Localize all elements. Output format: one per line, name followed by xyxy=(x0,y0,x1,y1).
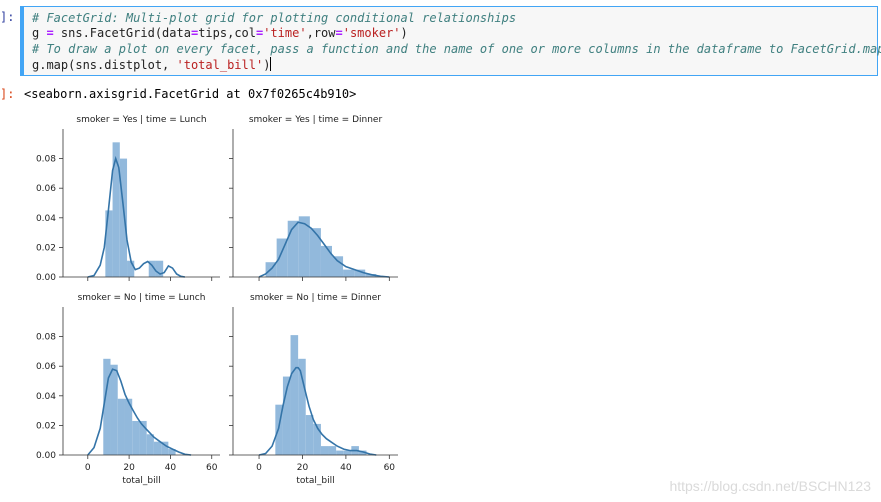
histogram-bar xyxy=(287,220,299,277)
facet-panel: smoker = No | time = Lunch 0.00 0.02 0.04 0.… xyxy=(36,293,220,486)
code-comment: # FacetGrid: Multi-plot grid for plottin… xyxy=(32,11,517,25)
kde-curve xyxy=(87,155,186,278)
facet-panel: smoker = Yes | time = Lunch 0.00 0.02 0.04 0… xyxy=(36,115,220,283)
histogram-bar xyxy=(358,450,367,455)
histogram-bar xyxy=(124,398,133,455)
x-tick-label: 60 xyxy=(384,463,396,473)
facet-grid-figure: smoker = Yes | time = Lunch 0.00 0.02 0.04 0… xyxy=(36,115,398,486)
histogram-bar xyxy=(354,269,366,277)
histogram-bar xyxy=(343,269,355,277)
code-string: 'smoker' xyxy=(342,26,401,41)
output-prompt: ]: xyxy=(0,87,15,101)
y-tick-label: 0.00 xyxy=(36,273,56,283)
facet-panel: smoker = Yes | time = Dinner xyxy=(229,115,398,281)
histogram-bar xyxy=(328,446,337,455)
code-operator: = xyxy=(46,26,54,41)
code-operator: = xyxy=(335,26,343,41)
histogram-bar xyxy=(139,420,147,455)
histogram-bar xyxy=(343,450,352,455)
histogram-bar xyxy=(146,434,154,455)
histogram-bar xyxy=(148,260,156,277)
histogram-bar xyxy=(132,420,140,455)
y-tick-label: 0.02 xyxy=(36,421,56,431)
histogram-bar xyxy=(298,216,310,277)
x-tick-label: 20 xyxy=(123,463,135,473)
histogram-bar xyxy=(290,335,299,455)
code-token: tips,col xyxy=(198,26,256,41)
histogram-bar xyxy=(153,441,162,455)
kde-curve xyxy=(258,221,390,278)
histogram-bar xyxy=(155,260,164,277)
x-tick-label: 40 xyxy=(340,463,352,473)
code-token: ) xyxy=(400,26,408,41)
histogram-bar xyxy=(313,423,321,455)
facet-title: smoker = Yes | time = Dinner xyxy=(249,115,383,125)
histogram-bar xyxy=(336,450,344,455)
histogram-bar xyxy=(103,358,111,455)
x-axis-label: total_bill xyxy=(296,476,334,486)
code-token: ) xyxy=(263,57,271,72)
histogram-bar xyxy=(305,415,314,455)
x-tick-label: 0 xyxy=(256,463,262,473)
histogram-bar xyxy=(276,238,288,277)
facet-title: smoker = Yes | time = Lunch xyxy=(76,115,206,125)
histogram-bar xyxy=(112,142,120,277)
kde-curve xyxy=(87,368,192,456)
histogram-bar xyxy=(275,404,283,455)
y-tick-label: 0.06 xyxy=(36,184,56,194)
histogram-bar xyxy=(332,256,344,277)
histogram-bar xyxy=(168,449,176,455)
code-string: 'time' xyxy=(263,26,307,41)
y-tick-label: 0.06 xyxy=(36,362,56,372)
histogram-bar xyxy=(365,274,377,277)
facet-title: smoker = No | time = Dinner xyxy=(250,293,381,303)
x-tick-label: 60 xyxy=(206,463,218,473)
code-token: g.map(sns.distplot, xyxy=(32,57,177,72)
x-tick-label: 20 xyxy=(297,463,309,473)
input-prompt: ]: xyxy=(0,10,15,24)
y-tick-label: 0.04 xyxy=(36,392,56,402)
text-cursor xyxy=(270,56,272,71)
y-tick-label: 0.08 xyxy=(36,333,56,343)
histogram-bar xyxy=(309,228,321,277)
code-editor[interactable]: # FacetGrid: Multi-plot grid for plottin… xyxy=(32,11,881,73)
y-tick-label: 0.04 xyxy=(36,214,56,224)
code-token: g xyxy=(32,26,47,41)
histogram-bar xyxy=(320,446,329,455)
histogram-bar xyxy=(117,398,125,455)
y-tick-label: 0.02 xyxy=(36,243,56,253)
histogram-bar xyxy=(105,210,113,277)
y-tick-label: 0.08 xyxy=(36,155,56,165)
facet-panel: smoker = No | time = Dinner 0 20 40 60 total_… xyxy=(229,293,398,486)
code-cell[interactable]: # FacetGrid: Multi-plot grid for plottin… xyxy=(20,6,881,76)
kde-curve xyxy=(258,366,377,456)
y-tick-label: 0.00 xyxy=(36,451,56,461)
watermark: https://blog.csdn.net/BSCHN123 xyxy=(669,478,871,494)
histogram-bar xyxy=(320,245,332,277)
histogram-bar xyxy=(298,358,306,455)
code-operator: = xyxy=(190,26,199,41)
x-tick-label: 40 xyxy=(165,463,177,473)
facet-title: smoker = No | time = Lunch xyxy=(78,293,206,303)
code-operator: = xyxy=(256,26,264,41)
histogram-bar xyxy=(127,260,135,277)
histogram-bar xyxy=(282,376,291,455)
histogram-bar xyxy=(161,441,169,455)
code-string: 'total_bill' xyxy=(176,57,264,72)
histogram-bar xyxy=(110,364,118,455)
x-axis-label: total_bill xyxy=(122,476,160,486)
code-token: ,row xyxy=(306,26,336,41)
output-repr: <seaborn.axisgrid.FacetGrid at 0x7f0265c… xyxy=(24,87,357,101)
code-token: sns.FacetGrid(data xyxy=(53,26,191,41)
histogram-bar xyxy=(119,158,128,277)
x-tick-label: 0 xyxy=(85,463,91,473)
code-comment: # To draw a plot on every facet, pass a … xyxy=(32,41,881,56)
